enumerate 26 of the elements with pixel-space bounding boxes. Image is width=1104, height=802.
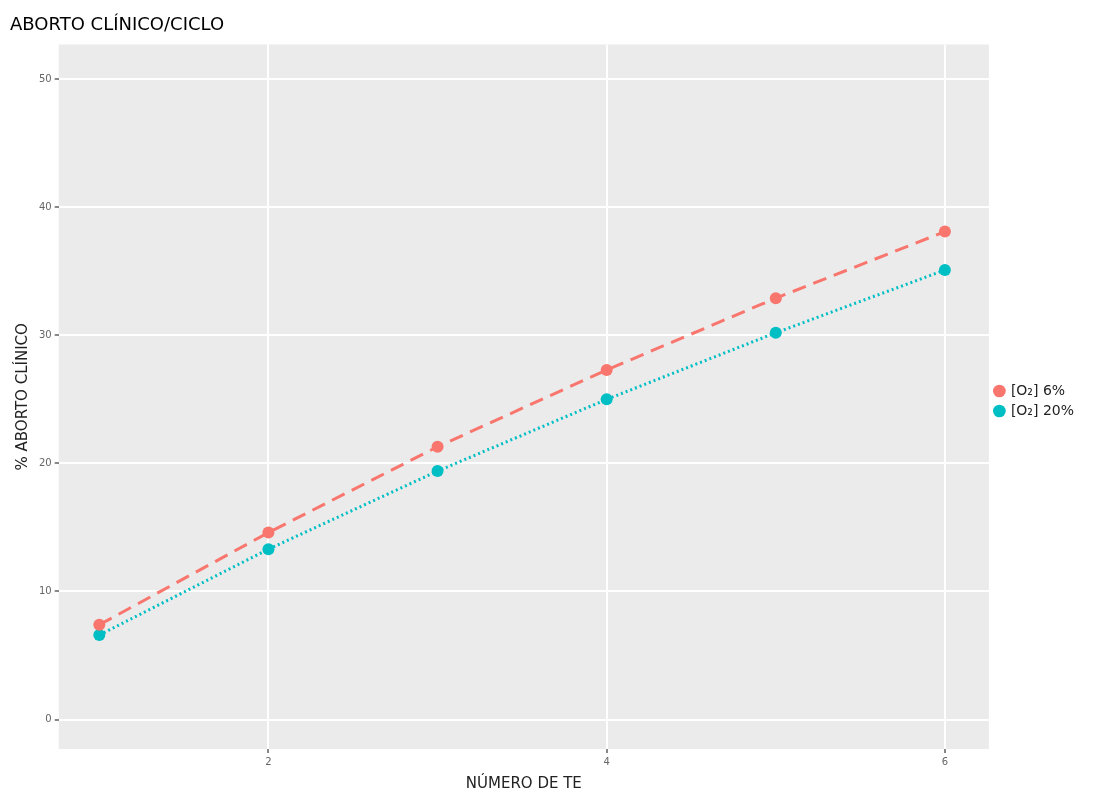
point xyxy=(262,526,275,539)
point xyxy=(938,225,951,238)
x-axis-title: NÚMERO DE TE xyxy=(465,772,582,792)
point xyxy=(769,292,782,305)
y-axis-title: % ABORTO CLÍNICO xyxy=(11,323,31,471)
point xyxy=(93,629,106,642)
y-tick-label: 50 xyxy=(38,72,52,84)
legend-label: [O₂] 20% xyxy=(1010,401,1074,418)
chart-title: ABORTO CLÍNICO/CICLO xyxy=(10,13,225,35)
y-tick-label: 40 xyxy=(38,200,52,212)
x-tick-label: 2 xyxy=(265,755,272,767)
x-tick-label: 6 xyxy=(941,755,949,767)
point xyxy=(262,543,275,556)
point xyxy=(431,440,444,453)
y-tick-label: 10 xyxy=(38,585,52,597)
point xyxy=(600,363,613,376)
x-tick-label: 4 xyxy=(603,755,610,767)
point xyxy=(600,393,613,406)
point xyxy=(431,465,444,478)
point xyxy=(93,618,106,631)
y-tick-label: 30 xyxy=(38,328,52,340)
y-tick-label: 0 xyxy=(45,713,52,725)
point xyxy=(938,264,951,277)
legend-label: [O₂] 6% xyxy=(1010,381,1066,398)
point xyxy=(769,326,782,339)
y-tick-label: 20 xyxy=(38,456,52,468)
